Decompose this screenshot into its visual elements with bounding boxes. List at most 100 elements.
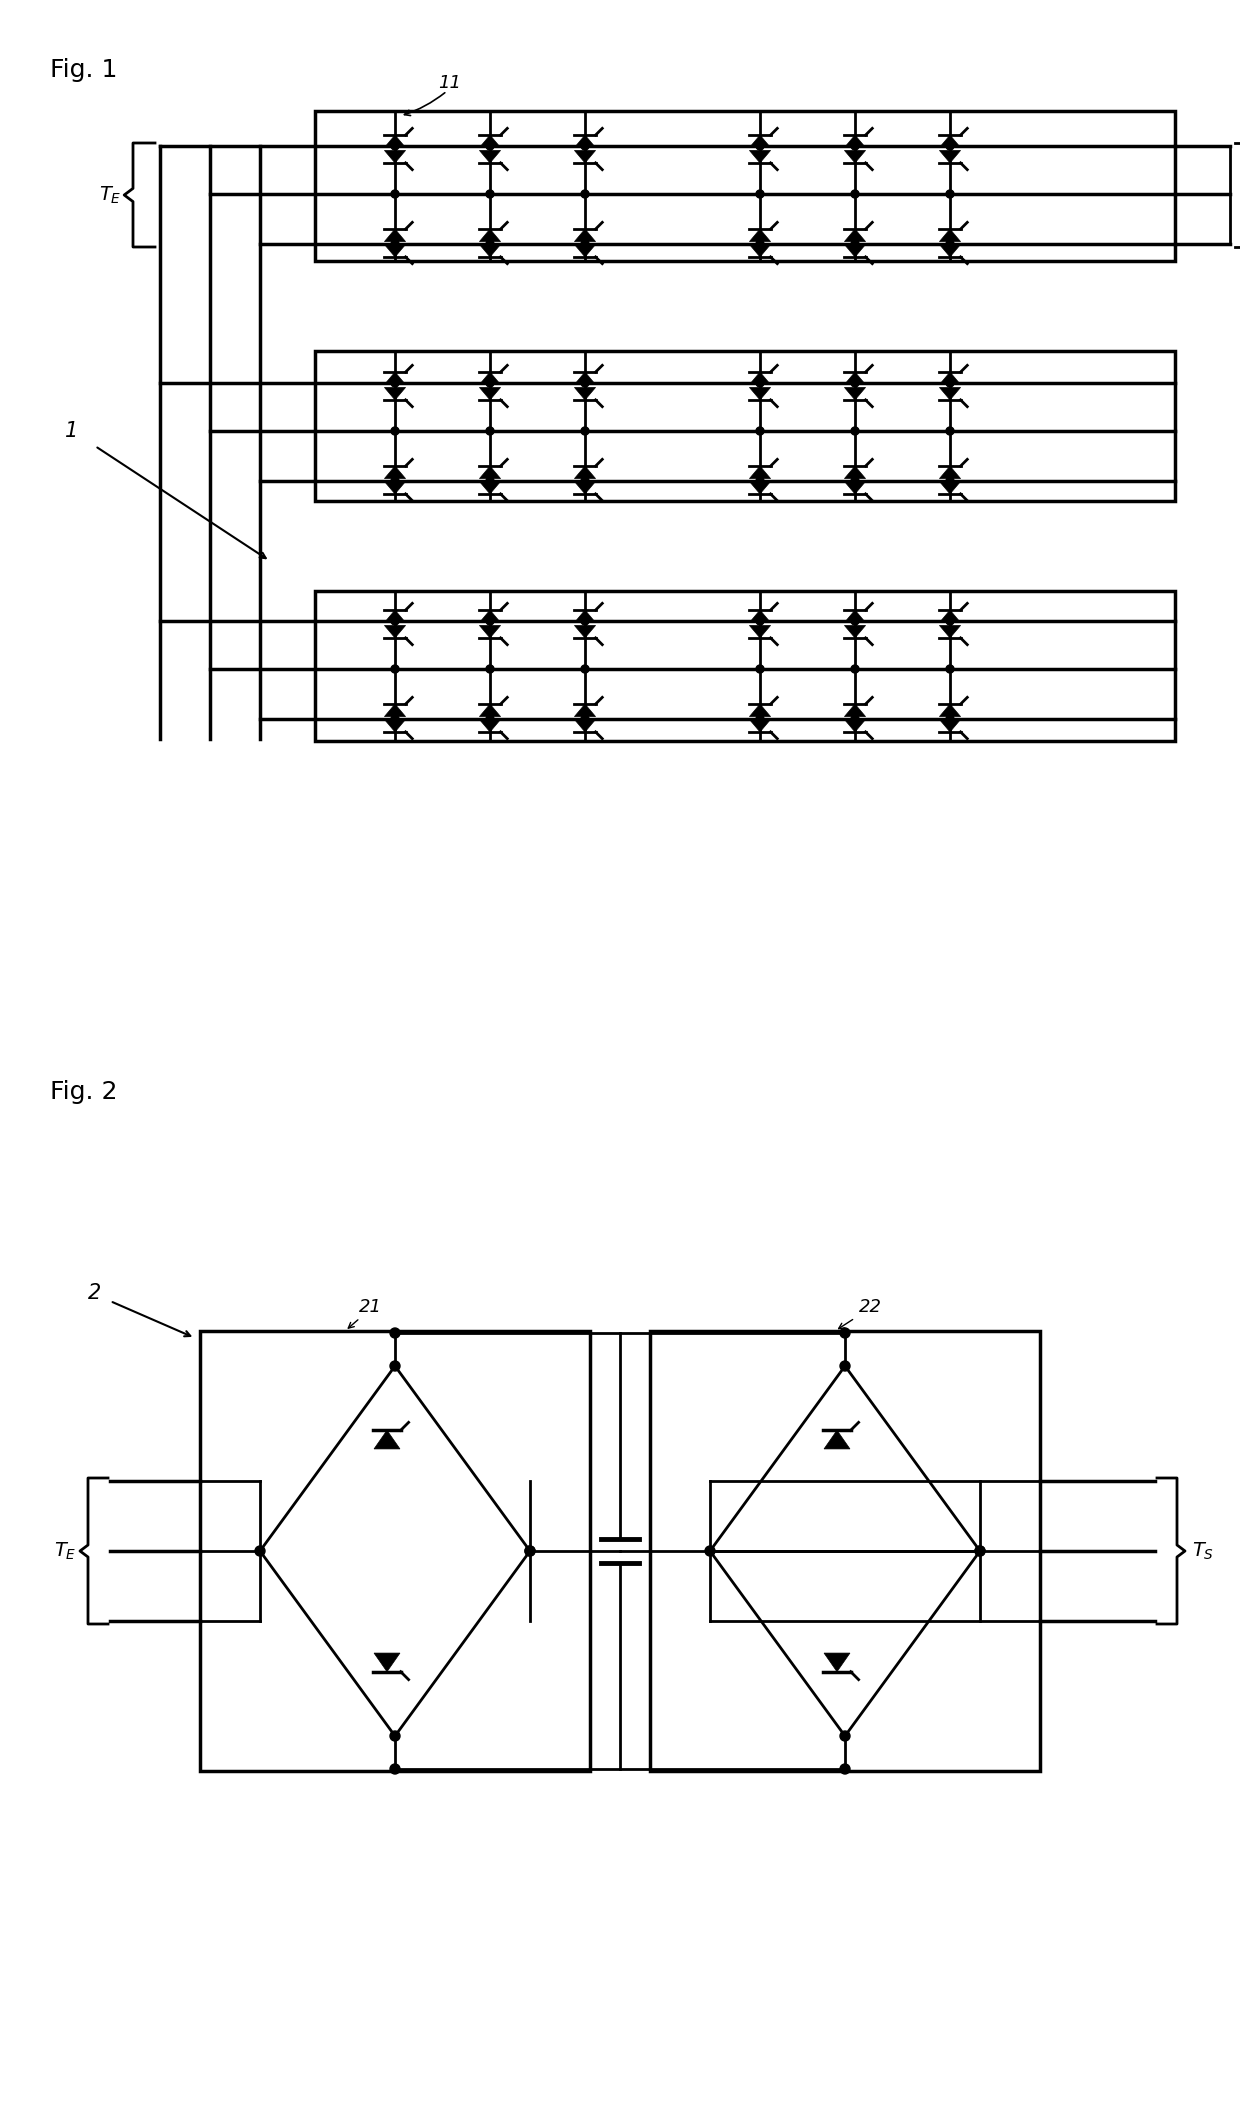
- Bar: [200, 1332, 590, 1771]
- Circle shape: [851, 189, 859, 197]
- Polygon shape: [374, 1431, 401, 1450]
- Polygon shape: [940, 704, 961, 716]
- Polygon shape: [574, 151, 595, 164]
- Circle shape: [582, 714, 589, 723]
- Bar: [315, 351, 1176, 500]
- Circle shape: [525, 1546, 534, 1557]
- Polygon shape: [480, 466, 501, 479]
- Polygon shape: [749, 244, 770, 256]
- Polygon shape: [384, 481, 405, 494]
- Text: $T_S$: $T_S$: [1192, 1540, 1214, 1561]
- Polygon shape: [844, 134, 866, 147]
- Polygon shape: [940, 626, 961, 639]
- Circle shape: [706, 1546, 715, 1557]
- Polygon shape: [574, 372, 595, 384]
- Text: $T_E$: $T_E$: [99, 185, 122, 206]
- Polygon shape: [749, 626, 770, 639]
- Polygon shape: [480, 244, 501, 256]
- Circle shape: [946, 189, 954, 197]
- Circle shape: [851, 477, 859, 485]
- Circle shape: [851, 240, 859, 248]
- Circle shape: [756, 189, 764, 197]
- Polygon shape: [940, 244, 961, 256]
- Polygon shape: [940, 719, 961, 731]
- Polygon shape: [384, 719, 405, 731]
- Polygon shape: [825, 1653, 849, 1672]
- Polygon shape: [480, 387, 501, 399]
- Polygon shape: [480, 719, 501, 731]
- Polygon shape: [480, 704, 501, 716]
- Polygon shape: [384, 626, 405, 639]
- Polygon shape: [480, 151, 501, 164]
- Circle shape: [756, 477, 764, 485]
- Polygon shape: [574, 134, 595, 147]
- Circle shape: [946, 618, 954, 624]
- Polygon shape: [940, 372, 961, 384]
- Circle shape: [486, 666, 494, 672]
- Circle shape: [391, 427, 399, 435]
- Polygon shape: [749, 229, 770, 242]
- Polygon shape: [940, 151, 961, 164]
- Text: Fig. 1: Fig. 1: [50, 59, 118, 82]
- Text: 1: 1: [66, 420, 78, 441]
- Text: 22: 22: [858, 1298, 882, 1315]
- Polygon shape: [749, 704, 770, 716]
- Circle shape: [391, 1731, 401, 1742]
- Circle shape: [756, 714, 764, 723]
- Circle shape: [486, 189, 494, 197]
- Circle shape: [486, 618, 494, 624]
- Circle shape: [582, 378, 589, 387]
- Text: 11: 11: [439, 74, 461, 92]
- Circle shape: [839, 1361, 849, 1372]
- Circle shape: [756, 618, 764, 624]
- Circle shape: [839, 1731, 849, 1742]
- Circle shape: [486, 378, 494, 387]
- Polygon shape: [384, 609, 405, 622]
- Circle shape: [946, 427, 954, 435]
- Circle shape: [756, 378, 764, 387]
- Circle shape: [839, 1765, 849, 1773]
- Polygon shape: [384, 466, 405, 479]
- Circle shape: [486, 477, 494, 485]
- Text: 21: 21: [358, 1298, 382, 1315]
- Circle shape: [756, 666, 764, 672]
- Polygon shape: [749, 609, 770, 622]
- Polygon shape: [574, 481, 595, 494]
- Bar: [315, 111, 1176, 261]
- Polygon shape: [940, 387, 961, 399]
- Circle shape: [582, 666, 589, 672]
- Polygon shape: [940, 229, 961, 242]
- Polygon shape: [940, 481, 961, 494]
- Circle shape: [975, 1546, 985, 1557]
- Circle shape: [975, 1546, 985, 1557]
- Polygon shape: [844, 229, 866, 242]
- Polygon shape: [844, 372, 866, 384]
- Circle shape: [525, 1546, 534, 1557]
- Circle shape: [756, 143, 764, 149]
- Polygon shape: [480, 481, 501, 494]
- Circle shape: [255, 1546, 265, 1557]
- Circle shape: [851, 378, 859, 387]
- Circle shape: [486, 240, 494, 248]
- Polygon shape: [384, 229, 405, 242]
- Circle shape: [391, 1765, 401, 1773]
- Polygon shape: [480, 229, 501, 242]
- Polygon shape: [384, 372, 405, 384]
- Polygon shape: [749, 387, 770, 399]
- Polygon shape: [574, 466, 595, 479]
- Text: 2: 2: [88, 1284, 102, 1303]
- Circle shape: [851, 143, 859, 149]
- Polygon shape: [384, 244, 405, 256]
- Circle shape: [851, 618, 859, 624]
- Polygon shape: [844, 609, 866, 622]
- Circle shape: [486, 143, 494, 149]
- Circle shape: [851, 666, 859, 672]
- Polygon shape: [574, 626, 595, 639]
- Circle shape: [391, 477, 399, 485]
- Circle shape: [582, 427, 589, 435]
- Polygon shape: [844, 466, 866, 479]
- Circle shape: [391, 1361, 401, 1372]
- Circle shape: [756, 240, 764, 248]
- Polygon shape: [749, 466, 770, 479]
- Circle shape: [391, 143, 399, 149]
